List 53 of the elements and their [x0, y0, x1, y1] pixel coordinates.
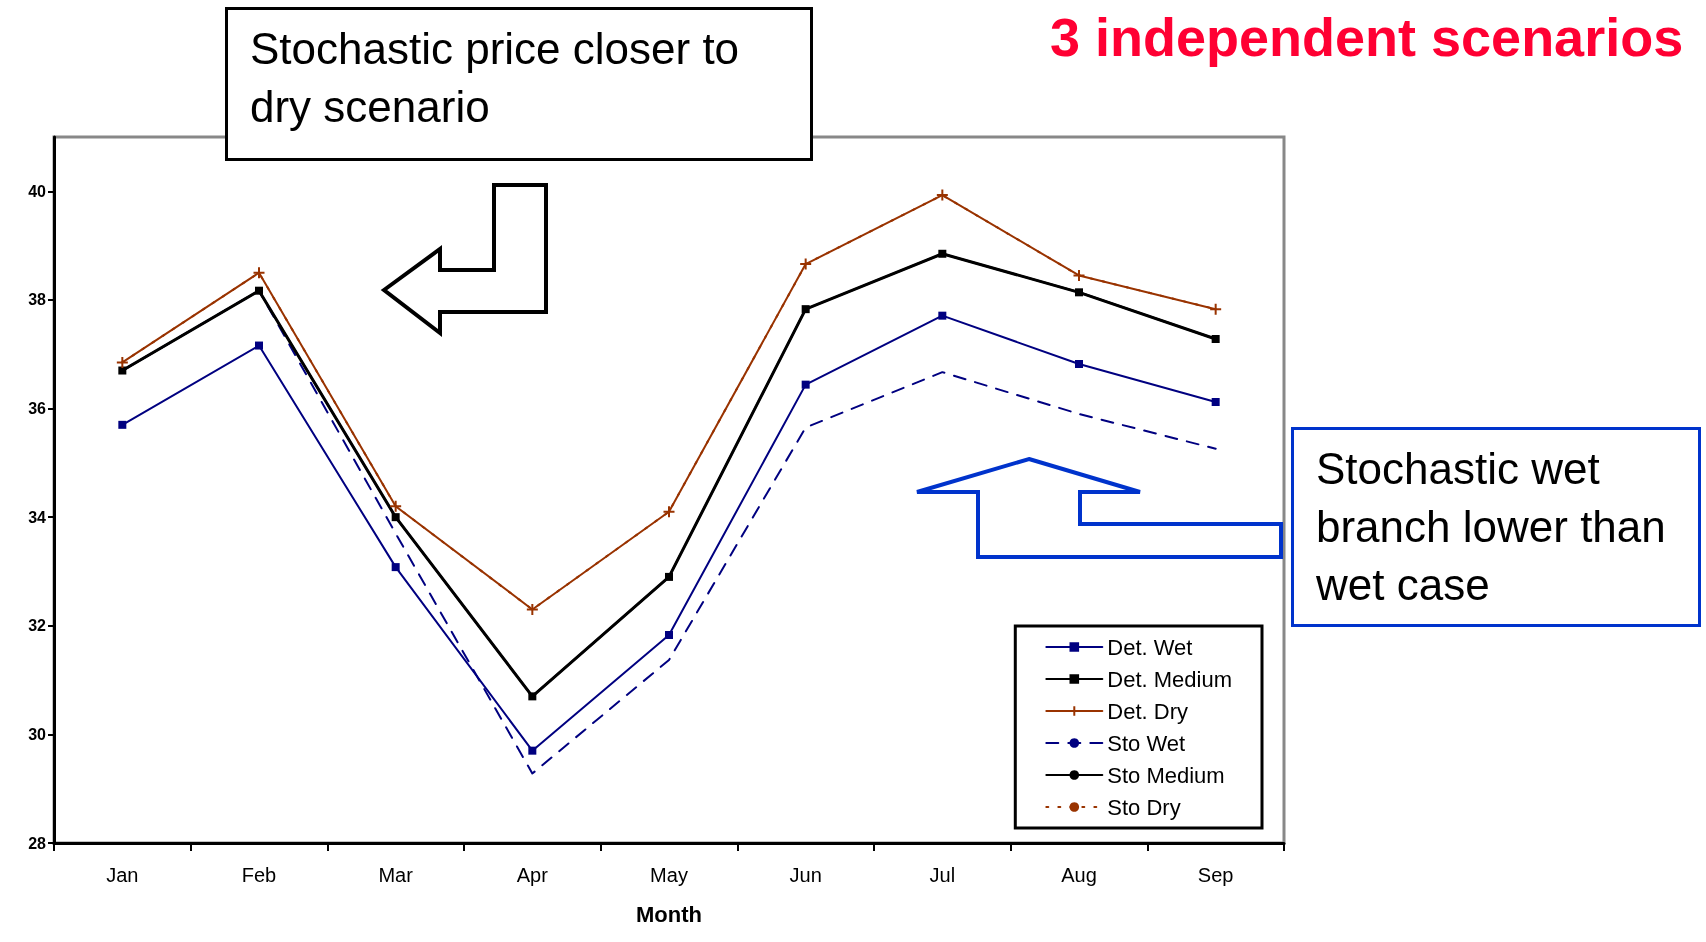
legend-label: Det. Medium: [1107, 666, 1233, 692]
point: [528, 746, 537, 755]
point: [118, 366, 127, 375]
point: [935, 188, 949, 202]
point: [1075, 360, 1083, 369]
point: [1211, 335, 1220, 344]
x-tick-label: Sep: [1197, 864, 1234, 886]
y-tick-label: 32: [28, 617, 47, 635]
point: [1072, 268, 1086, 282]
point: [938, 311, 947, 320]
point: [801, 380, 810, 389]
x-tick-label: Aug: [1061, 864, 1097, 886]
y-tick-label: 36: [28, 400, 47, 418]
y-tick-label: 34: [28, 508, 47, 526]
x-tick-label: Mar: [378, 864, 414, 886]
point: [252, 266, 266, 280]
point: [1211, 398, 1220, 407]
chart-title: 3 independent scenarios: [1050, 7, 1684, 67]
x-tick-label: Jun: [789, 864, 822, 886]
point: [389, 499, 403, 513]
y-tick-label: 30: [28, 725, 47, 743]
legend-label: Sto Wet: [1107, 730, 1186, 756]
text: Stochastic price closer to dry scenario: [225, 7, 813, 161]
point: [665, 631, 673, 639]
legend-label: Sto Dry: [1107, 794, 1181, 820]
point: [528, 692, 537, 701]
point: [799, 257, 813, 271]
y-tick-label: 28: [28, 834, 47, 852]
x-tick-label: Apr: [516, 864, 549, 886]
point: [391, 563, 400, 572]
legend-label: Det. Dry: [1107, 698, 1188, 724]
x-tick-label: Jul: [929, 864, 956, 886]
point: [662, 505, 676, 519]
y-tick-label: 40: [28, 182, 47, 200]
point: [1075, 288, 1083, 297]
point: [665, 572, 673, 581]
point: [525, 602, 539, 616]
point: [801, 305, 810, 314]
legend-label: Sto Medium: [1107, 762, 1225, 788]
point: [938, 249, 947, 258]
text: Stochastic wet branch lower than wet case: [1291, 427, 1701, 627]
point: [391, 513, 400, 522]
point: [115, 355, 129, 369]
x-tick-label: Feb: [241, 864, 277, 886]
point: [118, 420, 127, 429]
point: [255, 286, 263, 295]
point: [255, 341, 263, 350]
x-tick-label: Jan: [106, 864, 139, 886]
x-tick-label: May: [650, 864, 688, 886]
x-axis-title: Month: [636, 901, 702, 927]
y-tick-label: 38: [28, 291, 47, 309]
point: [1209, 302, 1223, 316]
legend-label: Det. Wet: [1107, 634, 1193, 660]
